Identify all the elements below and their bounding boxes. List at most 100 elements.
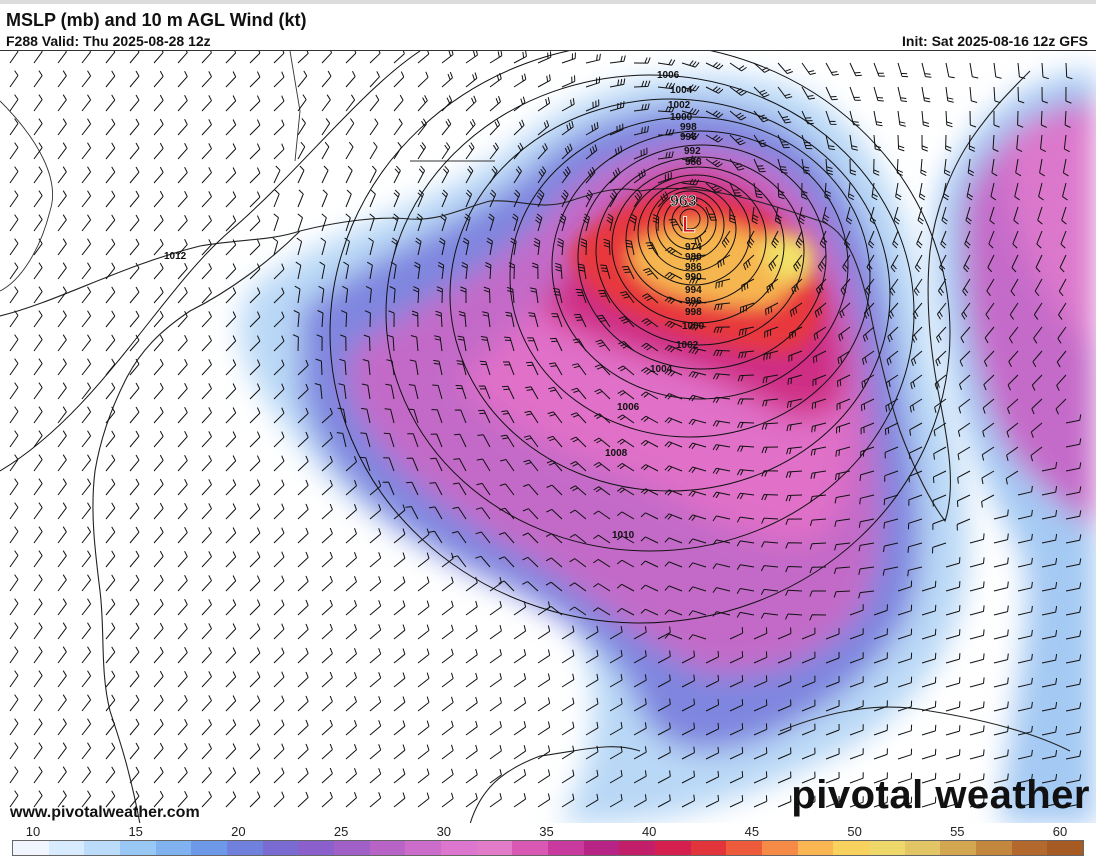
wind-barb: [57, 718, 67, 736]
wind-barb: [225, 695, 237, 712]
wind-barb: [475, 507, 491, 520]
wind-barb: [225, 51, 237, 64]
wind-barb: [836, 374, 851, 388]
isobar-label-1002: 1002: [668, 100, 691, 111]
website-label[interactable]: www.pivotalweather.com: [10, 804, 200, 821]
wind-barb: [1017, 677, 1033, 688]
wind-barb: [664, 465, 683, 472]
wind-barb: [383, 457, 395, 472]
wind-barb: [249, 119, 261, 136]
isobar-label-1002b: 1002: [676, 340, 699, 351]
wind-barb: [712, 396, 731, 404]
wind-barb: [153, 286, 164, 304]
wind-barb: [873, 796, 888, 808]
wind-barb: [522, 556, 539, 568]
wind-barb: [643, 267, 659, 280]
wind-barb: [455, 385, 467, 400]
wind-barb: [1041, 62, 1049, 80]
wind-barb: [597, 289, 611, 304]
wind-barb: [561, 189, 569, 208]
wind-barb: [105, 430, 116, 448]
wind-barb: [57, 766, 67, 784]
wind-barb: [681, 131, 700, 140]
wind-barb: [736, 588, 755, 594]
wind-barb: [609, 145, 623, 160]
wind-barb: [249, 167, 261, 184]
wind-barb: [801, 651, 816, 664]
wind-barb: [249, 623, 261, 640]
wind-barb: [537, 625, 551, 640]
wind-barb: [417, 672, 430, 688]
wind-barb: [657, 674, 671, 688]
wind-barb: [489, 96, 501, 112]
wind-barb: [441, 576, 454, 592]
wind-barb: [897, 652, 913, 664]
wind-barb: [705, 110, 724, 119]
wind-barb: [969, 653, 985, 664]
wind-barb: [105, 670, 116, 688]
isobar-label-998b: 998: [685, 307, 702, 318]
wind-barb: [859, 470, 875, 481]
wind-barb: [417, 792, 430, 808]
wind-barb: [546, 484, 563, 496]
wind-barb: [177, 238, 188, 256]
wind-barb: [105, 142, 116, 160]
wind-barb: [129, 190, 140, 208]
wind-barb: [736, 516, 755, 523]
wind-barb: [272, 237, 279, 256]
wind-barb: [297, 189, 304, 208]
wind-barb: [616, 511, 635, 520]
wind-barb: [513, 625, 527, 640]
wind-barb: [273, 719, 285, 736]
wind-barb: [81, 142, 92, 160]
wind-barb: [907, 542, 923, 553]
wind-barb: [712, 491, 731, 499]
wind-barb: [812, 374, 827, 387]
wind-barb: [801, 627, 816, 640]
wind-barb: [465, 624, 478, 640]
wind-barb: [153, 598, 164, 616]
wind-barb: [321, 791, 333, 808]
wind-barb: [105, 718, 116, 736]
wind-barb: [489, 768, 502, 784]
wind-barb: [225, 623, 237, 640]
wind-barb: [462, 237, 470, 256]
wind-barb: [849, 158, 857, 176]
wind-barb: [129, 598, 140, 616]
wind-barb: [369, 696, 382, 712]
wind-barb: [81, 766, 92, 784]
wind-barb: [457, 335, 467, 352]
wind-barb: [297, 551, 309, 568]
colorbar-swatch: [191, 841, 228, 855]
wind-barb: [201, 215, 212, 232]
wind-barb: [849, 652, 864, 664]
wind-barb: [705, 650, 720, 664]
weather-map[interactable]: 1006 1004 1002 1000 998 996 992 988 974 …: [0, 50, 1096, 824]
wind-barb: [570, 412, 587, 424]
wind-barb: [753, 771, 768, 784]
wind-barb: [345, 528, 357, 544]
wind-barb: [847, 182, 855, 201]
wind-barb: [249, 383, 261, 400]
wind-barb: [225, 407, 237, 424]
wind-barb: [741, 278, 755, 292]
low-center[interactable]: 963 L: [670, 193, 697, 238]
wind-barb: [548, 386, 563, 400]
wind-barb: [416, 213, 423, 232]
wind-barb: [883, 494, 899, 506]
wind-barb: [633, 746, 647, 760]
wind-barb: [940, 230, 947, 249]
wind-barb: [273, 575, 285, 592]
wind-barb: [345, 94, 356, 112]
wind-barb: [713, 326, 731, 333]
wind-barb: [321, 213, 327, 232]
wind-barb: [201, 311, 212, 328]
wind-barb: [513, 166, 522, 184]
wind-barb: [860, 422, 875, 435]
wind-barb: [751, 206, 759, 225]
wind-barb: [458, 311, 467, 328]
wind-barb: [393, 528, 406, 544]
wind-barb: [1065, 510, 1082, 520]
wind-barb: [499, 483, 515, 496]
wind-barb: [657, 746, 671, 760]
